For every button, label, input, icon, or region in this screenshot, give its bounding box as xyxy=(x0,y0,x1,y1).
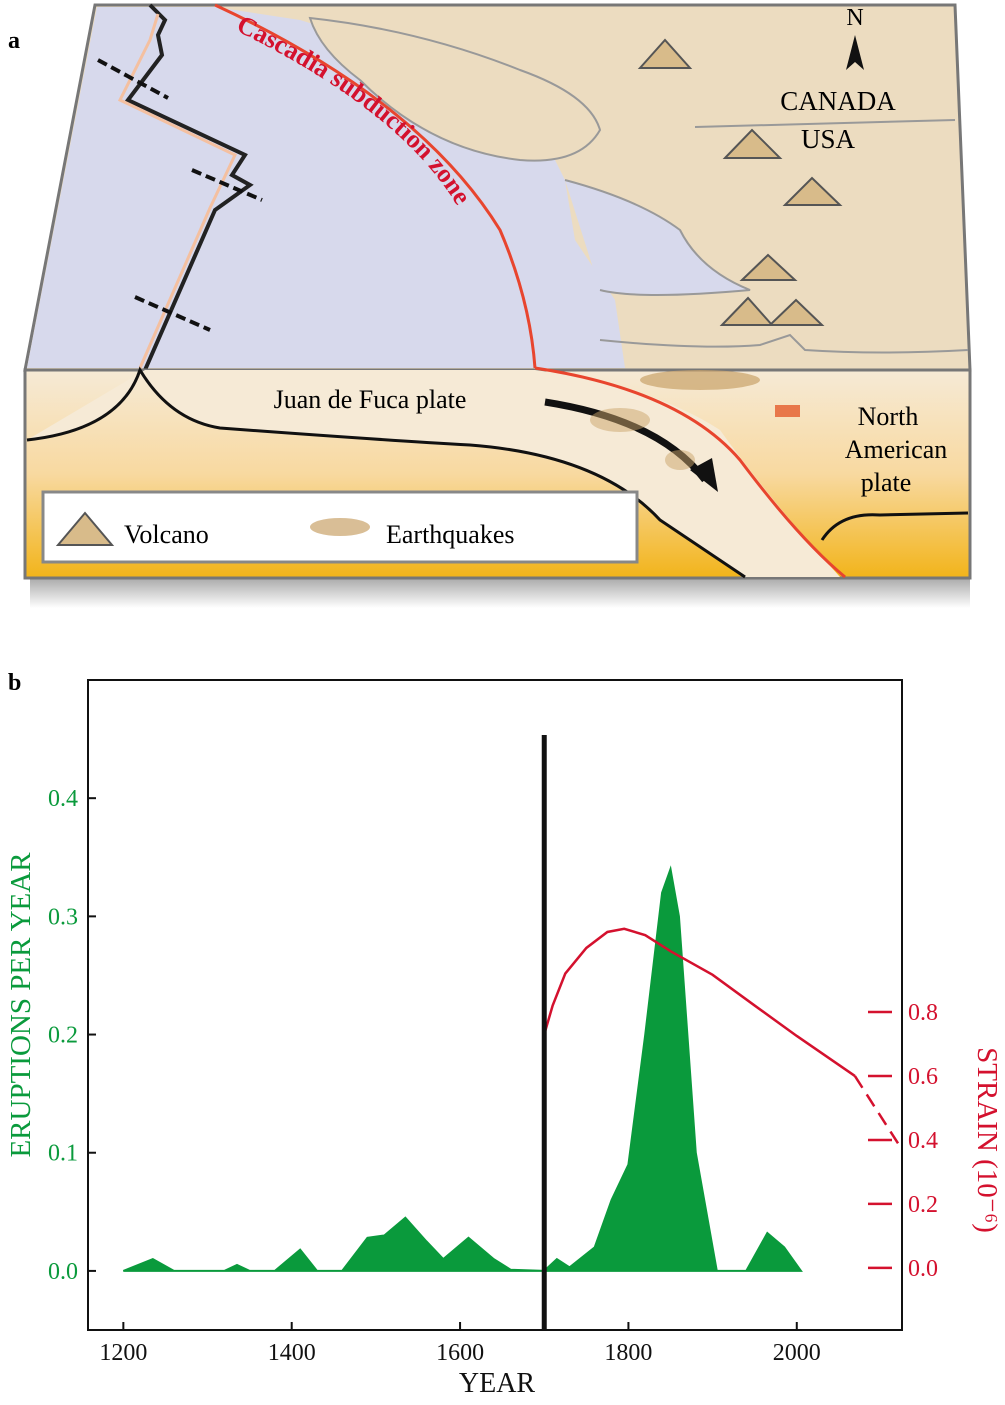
magma xyxy=(775,405,800,417)
country: CANADA xyxy=(780,86,896,116)
inlet xyxy=(564,179,751,296)
x-tick-label: 2000 xyxy=(773,1340,821,1366)
plate-boundary xyxy=(26,366,746,579)
ridge xyxy=(124,3,254,371)
ridge-fill xyxy=(117,13,237,369)
y2-tick-label: 0.4 xyxy=(908,1128,938,1154)
y2-tick-label: 0.2 xyxy=(908,1192,938,1218)
legend-label: Earthquakes xyxy=(386,520,515,549)
panel-label: a xyxy=(8,28,20,54)
spreading-arrows xyxy=(97,58,263,332)
x-tick-label: 1400 xyxy=(268,1340,316,1366)
mantle xyxy=(820,511,969,541)
x-tick-label: 1600 xyxy=(436,1340,484,1366)
north-arrow xyxy=(846,35,864,70)
border xyxy=(694,119,956,128)
x-axis-label: YEAR xyxy=(459,1368,536,1399)
y2-axis-label: STRAIN (10⁻⁶) xyxy=(971,1047,1003,1233)
legend-label: Volcano xyxy=(124,520,209,549)
y-axis-label: ERUPTIONS PER YEAR xyxy=(5,852,37,1158)
strain-line xyxy=(853,1075,904,1151)
y-tick-label: 0.3 xyxy=(48,904,78,930)
panel-label: b xyxy=(8,670,21,696)
island xyxy=(308,16,602,162)
earthquake-dots xyxy=(590,370,760,470)
x-tick-label: 1200 xyxy=(99,1340,147,1366)
x-tick-label: 1800 xyxy=(604,1340,652,1366)
motion-arrowhead xyxy=(690,458,718,492)
legend-earthquakes xyxy=(310,518,370,536)
block-diagram: Cascadia subduction zone N CANADA USA Ju… xyxy=(8,3,972,608)
river xyxy=(599,333,969,354)
north-label: N xyxy=(846,5,863,31)
plate-label: American xyxy=(845,435,948,464)
plot: 1200 1400 1600 1800 2000 YEAR 0.0 0.1 0.2 0.3 0.4 E… xyxy=(5,735,1003,1399)
y-tick-label: 0.0 xyxy=(48,1259,78,1285)
y2-tick-label: 0.8 xyxy=(908,1000,938,1026)
plate-top xyxy=(534,366,846,579)
plate-label: Juan de Fuca plate xyxy=(274,385,467,414)
country: USA xyxy=(801,124,856,154)
plate-label: North xyxy=(858,402,919,431)
y-tick-label: 0.2 xyxy=(48,1023,78,1049)
y2-tick-label: 0.0 xyxy=(908,1256,938,1282)
plot-frame xyxy=(87,679,903,1331)
shadow xyxy=(30,578,970,608)
plate-label: plate xyxy=(861,468,912,497)
volcanoes xyxy=(637,38,843,326)
y-tick-label: 0.1 xyxy=(48,1141,78,1167)
y-tick-label: 0.4 xyxy=(48,786,78,812)
motion-arrow xyxy=(544,398,708,483)
legend-volcano xyxy=(55,511,115,546)
eruption-area xyxy=(122,865,803,1272)
y2-tick-label: 0.6 xyxy=(908,1064,938,1090)
strain-line xyxy=(543,927,856,1077)
trench xyxy=(214,3,537,369)
